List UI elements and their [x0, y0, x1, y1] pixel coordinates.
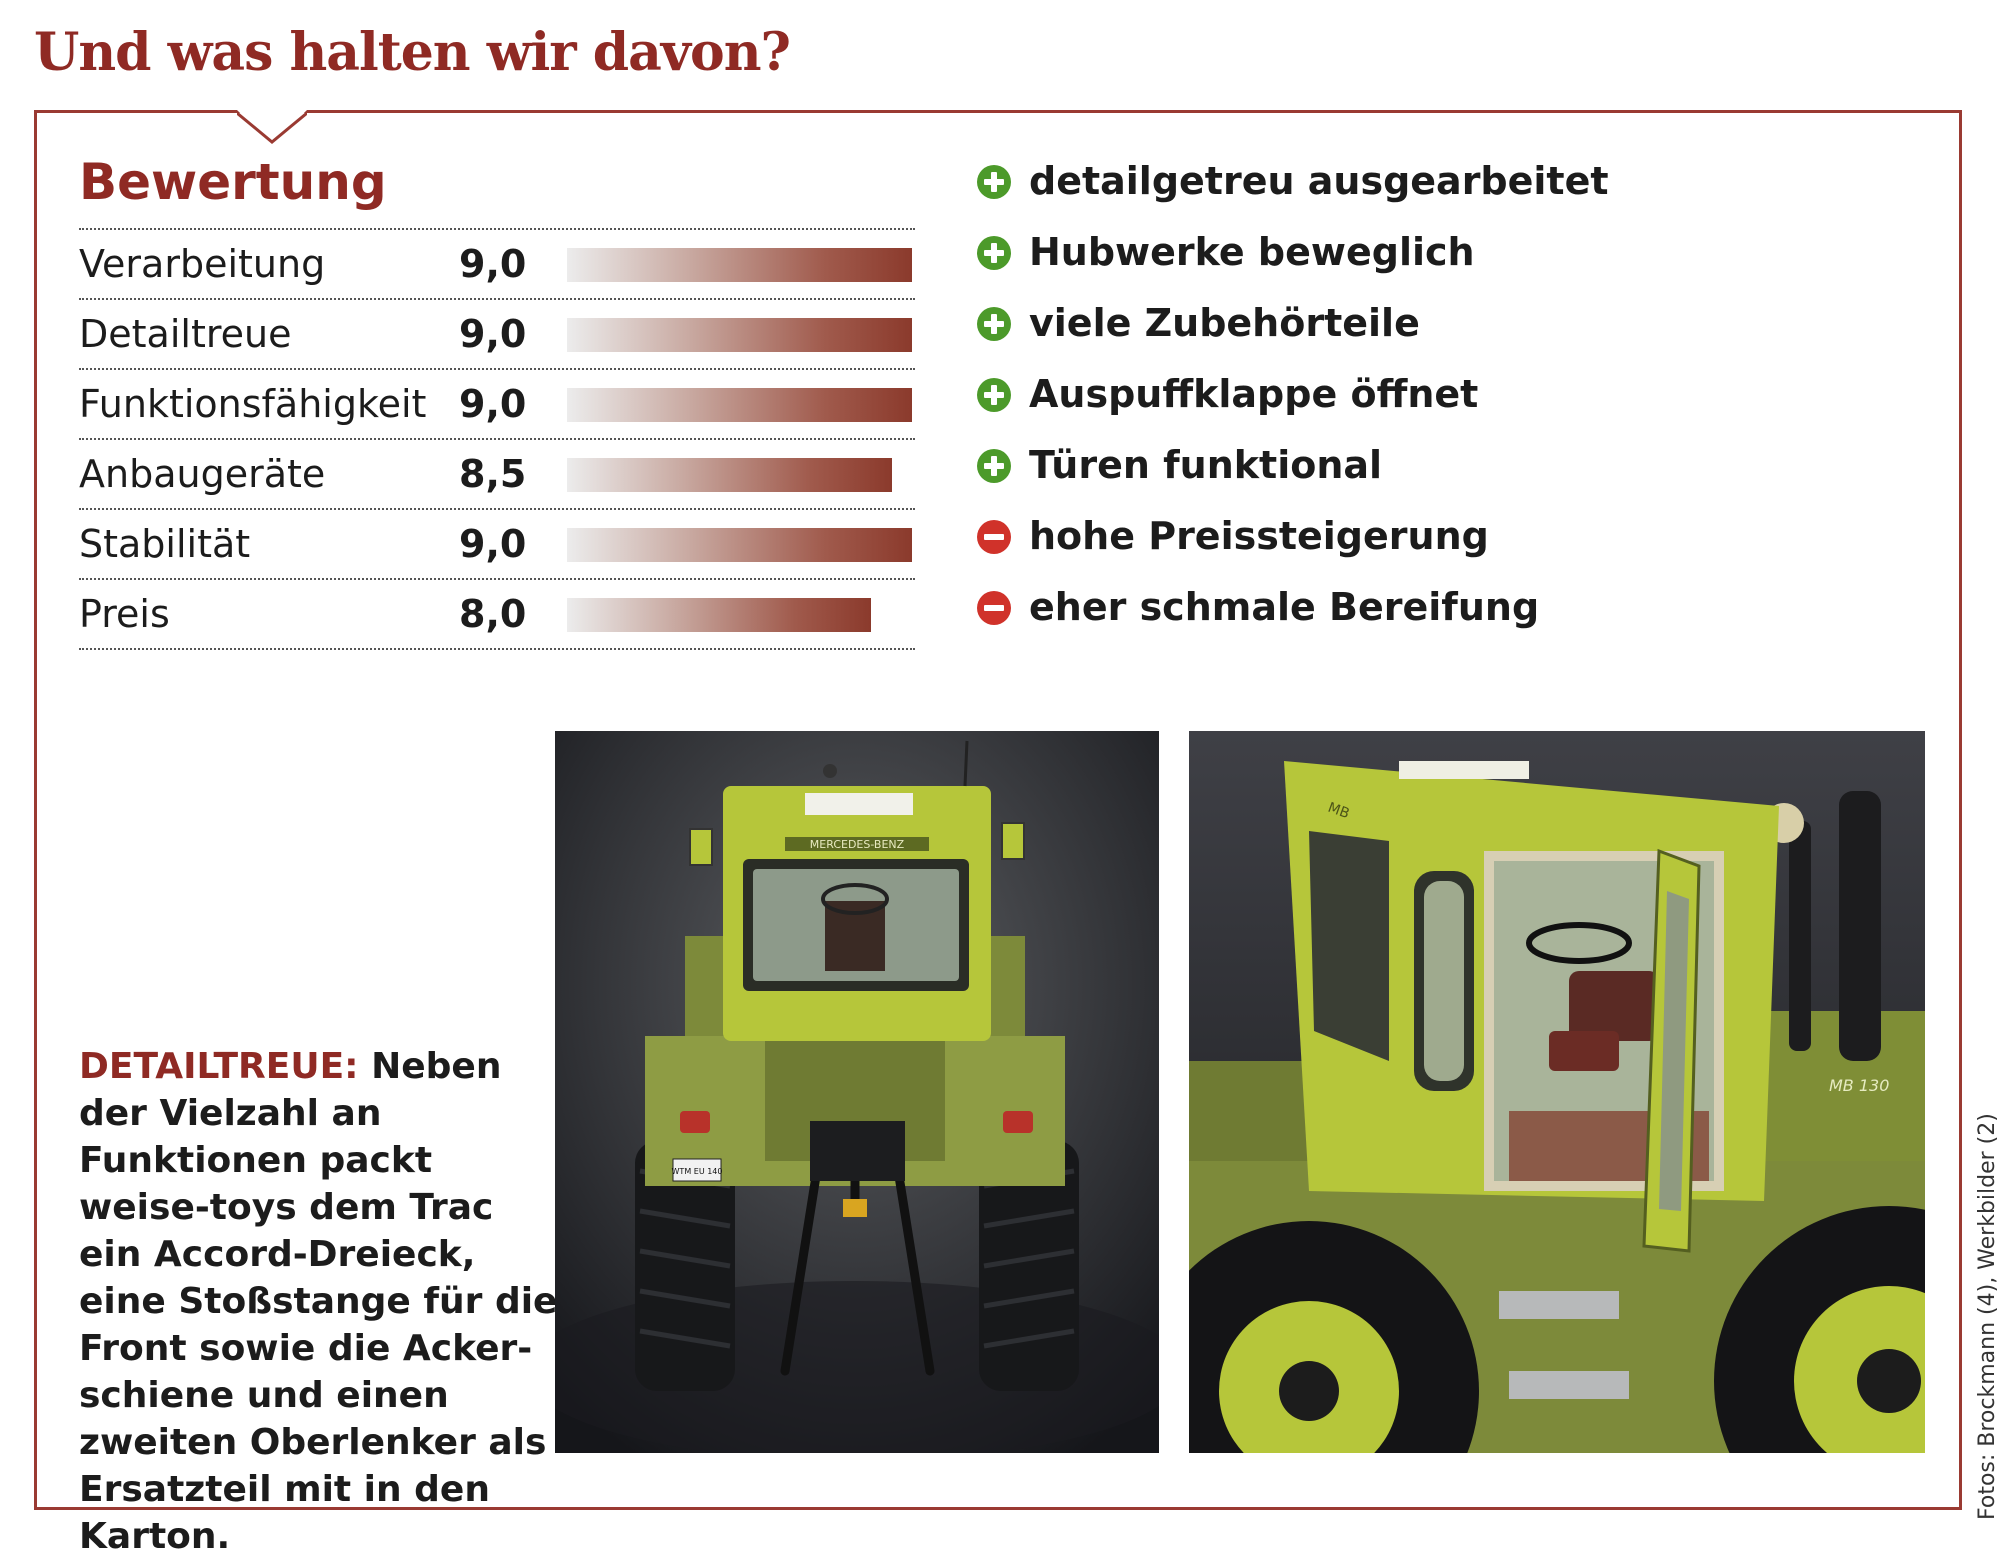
pro-item: Hubwerke beweglich [977, 224, 1877, 295]
photo-credit: Fotos: Brockmann (4), Werkbilder (2) [1975, 1113, 2000, 1520]
rating-value: 8,0 [459, 592, 527, 636]
caption-lead: DETAILTREUE: [79, 1046, 359, 1087]
con-text: eher schmale Bereifung [1029, 585, 1540, 629]
rating-bar-fill [567, 598, 872, 632]
rating-bar-fill [567, 318, 912, 352]
con-item: eher schmale Bereifung [977, 579, 1877, 650]
side-model: MB 130 [1829, 1076, 1889, 1095]
rating-value: 8,5 [459, 452, 527, 496]
pro-text: Hubwerke beweglich [1029, 230, 1475, 274]
rating-bar [567, 528, 912, 562]
rating-bar-fill [567, 248, 912, 282]
tractor-rear-photo: MERCEDES-BENZ WTM EU 140 [555, 731, 1159, 1453]
rating-row: Stabilität 9,0 [79, 510, 915, 580]
plus-circle-icon [977, 449, 1011, 483]
brand-plate: MERCEDES-BENZ [810, 838, 905, 851]
pro-item: Auspuffklappe öffnet [977, 366, 1877, 437]
caption-text: Neben der Vielzahl an Funktionen packt w… [79, 1046, 558, 1557]
pro-text: viele Zubehörteile [1029, 301, 1420, 345]
headline: Und was halten wir davon? [34, 22, 791, 83]
rating-label: Stabilität [79, 522, 251, 566]
pro-item: viele Zubehörteile [977, 295, 1877, 366]
con-text: hohe Preissteigerung [1029, 514, 1489, 558]
rating-bar [567, 318, 912, 352]
rating-row: Funktionsfähigkeit 9,0 [79, 370, 915, 440]
rating-value: 9,0 [459, 382, 527, 426]
rating-title: Bewertung [79, 153, 387, 211]
rating-value: 9,0 [459, 242, 527, 286]
review-box: Bewertung Verarbeitung 9,0 Detailtreue 9… [34, 110, 1962, 1557]
rating-label: Anbaugeräte [79, 452, 326, 496]
rating-value: 9,0 [459, 312, 527, 356]
license-plate: WTM EU 140 [672, 1167, 723, 1176]
plus-circle-icon [977, 236, 1011, 270]
pro-item: detailgetreu ausgearbeitet [977, 153, 1877, 224]
rating-row: Detailtreue 9,0 [79, 300, 915, 370]
rating-label: Detailtreue [79, 312, 292, 356]
pro-text: Türen funktional [1029, 443, 1383, 487]
rating-bar [567, 598, 912, 632]
pro-text: detailgetreu ausgearbeitet [1029, 159, 1609, 203]
rating-value: 9,0 [459, 522, 527, 566]
plus-circle-icon [977, 378, 1011, 412]
rating-bar-fill [567, 528, 912, 562]
rating-bar [567, 388, 912, 422]
con-item: hohe Preissteigerung [977, 508, 1877, 579]
tractor-side-photo: MB MB 130 [1189, 731, 1925, 1453]
rating-bar [567, 458, 912, 492]
photo-caption: DETAILTREUE: Neben der Vielzahl an Funkt… [79, 1043, 559, 1560]
side-badge: MB [1326, 800, 1352, 822]
pro-text: Auspuffklappe öffnet [1029, 372, 1479, 416]
rating-label: Funktionsfähigkeit [79, 382, 427, 426]
rating-row: Preis 8,0 [79, 580, 915, 650]
rating-row: Verarbeitung 9,0 [79, 230, 915, 300]
plus-circle-icon [977, 165, 1011, 199]
rating-label: Verarbeitung [79, 242, 326, 286]
rating-bar [567, 248, 912, 282]
minus-circle-icon [977, 591, 1011, 625]
pros-cons-list: detailgetreu ausgearbeitet Hubwerke bewe… [977, 153, 1877, 650]
box-notch [237, 110, 307, 144]
minus-circle-icon [977, 520, 1011, 554]
rating-label: Preis [79, 592, 170, 636]
rating-table: Verarbeitung 9,0 Detailtreue 9,0 Funktio… [79, 228, 915, 650]
plus-circle-icon [977, 307, 1011, 341]
rating-bar-fill [567, 388, 912, 422]
rating-bar-fill [567, 458, 892, 492]
pro-item: Türen funktional [977, 437, 1877, 508]
rating-row: Anbaugeräte 8,5 [79, 440, 915, 510]
